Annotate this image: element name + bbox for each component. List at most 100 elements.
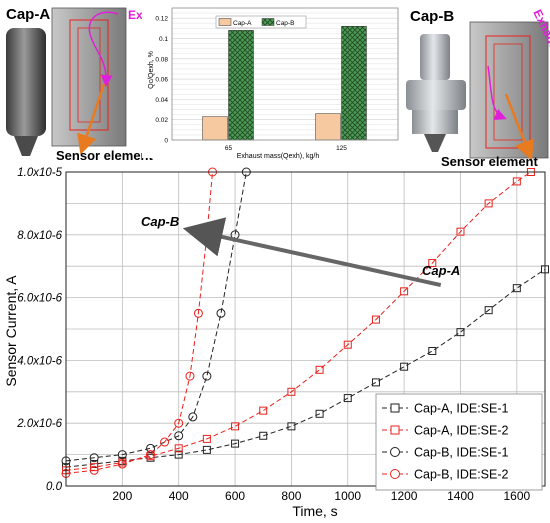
main-y-tick-label: 4.0x10-6 [17,355,62,367]
series-point-circle [117,459,127,469]
annotation-cap-a: Cap-A [422,263,460,278]
main-chart-grid [66,172,545,486]
series-line-3 [65,171,247,462]
series-point-square [231,439,240,448]
series-point-square [315,409,324,418]
bar-y-tick-label: 0.12 [155,16,168,23]
series-point-square [174,444,183,453]
series-point-square [231,422,240,431]
main-legend-marker [390,447,400,457]
series-point-circle [160,437,170,447]
sensor-element-label-right: Sensor element [441,154,538,169]
series-point-circle [216,308,226,318]
bar-x-tick-label: 65 [225,145,233,152]
series-point-circle [185,371,195,381]
bar-chart-bars [202,26,367,141]
main-chart-y-label: Sensor Current, A [3,275,19,387]
series-point-circle [188,412,198,422]
series-line-4 [65,171,213,474]
main-legend-marker [390,403,400,413]
bar-chart-y-ticks: 0 0.02 0.04 0.06 0.08 0.1 0.12 [155,16,168,145]
series-point-circle [146,450,156,460]
annotation-cap-b: Cap-B [141,214,179,229]
main-x-tick-label: 1400 [447,489,474,503]
main-legend-label: Cap-B, IDE:SE-2 [414,468,509,482]
series-point-square [259,431,268,440]
sensor-pointer-right [504,93,534,161]
main-chart-y-ticks: 0.0 2.0x10-6 4.0x10-6 6.0x10-6 8.0x10-6 1.0x1… [16,167,62,493]
series-point-square [343,340,352,349]
series-point-circle [193,308,203,318]
bar-chart-y-label: Qc/Qexh, % [148,51,155,89]
main-y-tick-label: 6.0x10-6 [17,293,62,305]
series-point-square [512,284,521,293]
series-point-square [512,177,521,186]
bar-y-tick-label: 0.06 [155,77,168,84]
main-chart-x-label: Time, s [292,503,337,519]
series-line-1 [65,268,546,468]
series-point-square [315,365,324,374]
series-point-circle [174,418,184,428]
sensor-pointer-left [77,83,106,155]
bar-chart-legend: Cap-A Cap-B [215,15,307,29]
series-point-square [259,406,268,415]
series-point-circle [117,450,127,460]
series-point-square [456,328,465,337]
exhaust-flow-arrow-left [88,11,119,87]
main-chart: 0.0 2.0x10-6 4.0x10-6 6.0x10-6 8.0x10-6 1.0x1… [3,167,549,519]
main-legend-box [375,393,543,491]
bar-chart: 0 0.02 0.04 0.06 0.08 0.1 0.12 65 125 Cap-A Cap… [142,2,400,160]
main-x-tick-label: 800 [281,489,301,503]
series-point-square [484,199,493,208]
series-point-circle [202,371,212,381]
series-point-circle [146,443,156,453]
series-point-square [371,378,380,387]
cap-b-body-mid [406,80,466,110]
series-point-square [343,394,352,403]
series-point-circle [89,453,99,463]
series-point-square [287,422,296,431]
cap-b-body-low [412,110,458,134]
main-x-tick-label: 1000 [334,489,361,503]
series-point-circle [89,465,99,475]
main-legend-label: Cap-B, IDE:SE-1 [414,446,509,460]
bar-chart-x-label: Exhaust mass(Qexh), kg/h [237,153,320,160]
bar-legend-label-cap-a: Cap-A [233,20,252,27]
cap-b-section [469,21,549,159]
main-x-tick-label: 1600 [503,489,530,503]
series-point-square [400,362,409,371]
bar-chart-x-ticks: 65 125 [225,145,347,152]
bar-y-tick-label: 0.02 [155,117,168,124]
main-y-tick-label: 0.0 [46,481,63,493]
series-point-square [428,259,437,268]
main-legend-marker [390,469,400,479]
bar-legend-label-cap-b: Cap-B [276,20,294,27]
series-point-square [371,315,380,324]
bar-y-tick-label: 0.08 [155,56,168,63]
cap-a-tip [14,136,38,156]
cap-a-body [6,28,46,136]
cap-b-illustration: Cap-B Exhaust Sensor element [406,7,550,169]
main-x-tick-label: 200 [112,489,132,503]
sensor-element-label-left: Sensor element [56,148,153,163]
main-chart-series [61,167,549,478]
series-point-square [484,306,493,315]
bar-legend-swatch-cap-a [218,18,232,26]
main-legend-marker [390,425,400,435]
exhaust-flow-arrow-right [487,65,507,120]
main-x-tick-label: 1200 [391,489,418,503]
series-point-square [428,346,437,355]
series-line-2 [65,171,532,471]
bar-cap-a-125 [315,113,341,141]
series-point-square [202,434,211,443]
main-x-tick-label: 400 [169,489,189,503]
series-point-square [400,287,409,296]
bar-y-tick-label: 0.04 [155,97,168,104]
series-point-circle [174,431,184,441]
main-legend-label: Cap-A, IDE:SE-1 [414,402,509,416]
bar-cap-b-65 [228,30,254,141]
main-y-tick-label: 2.0x10-6 [16,418,62,430]
series-point-square [456,227,465,236]
cap-b-title: Cap-B [410,8,454,25]
